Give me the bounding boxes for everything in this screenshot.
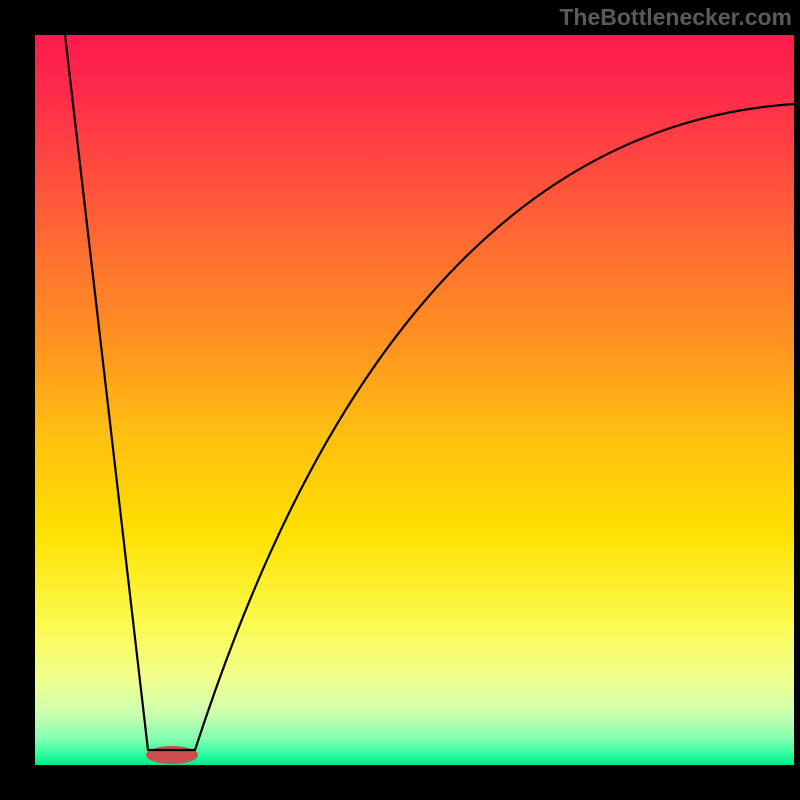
- chart-container: TheBottlenecker.com: [0, 0, 800, 800]
- optimum-marker: [146, 746, 198, 764]
- watermark-label: TheBottlenecker.com: [559, 4, 792, 31]
- gradient-background: [35, 35, 794, 765]
- bottleneck-chart: [0, 0, 800, 800]
